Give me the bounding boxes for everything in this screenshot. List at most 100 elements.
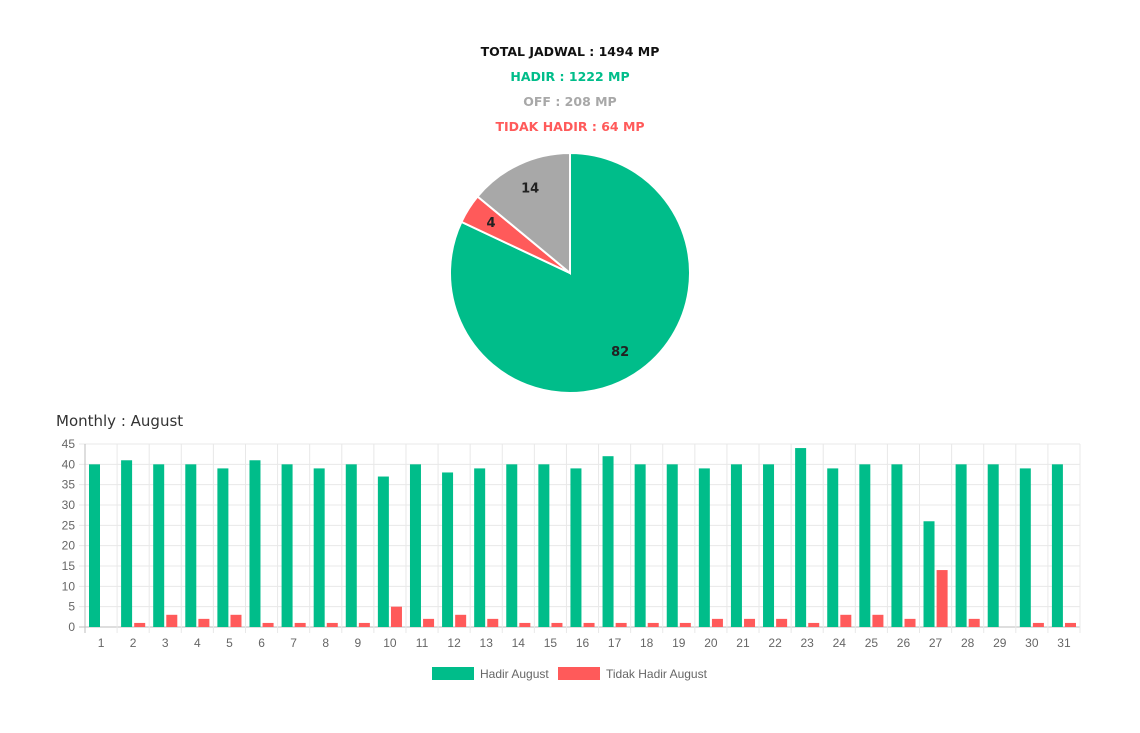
bar-tidak-hadir-11[interactable]	[423, 618, 435, 627]
bar-hadir-31[interactable]	[1051, 464, 1063, 627]
pie-slice-off[interactable]	[476, 151, 571, 276]
y-tick-label: 20	[62, 539, 76, 553]
x-tick-label: 21	[736, 636, 750, 650]
pie-slice-hadir[interactable]	[449, 151, 691, 394]
bar-hadir-5[interactable]	[217, 468, 229, 627]
x-tick-label: 8	[322, 636, 329, 650]
x-tick-label: 16	[576, 636, 590, 650]
bar-tidak-hadir-27[interactable]	[936, 570, 948, 627]
bar-hadir-9[interactable]	[345, 464, 357, 627]
x-tick-label: 22	[768, 636, 782, 650]
bar-tidak-hadir-8[interactable]	[326, 622, 338, 627]
tidak-hadir-label: TIDAK HADIR : 64 MP	[495, 119, 645, 134]
monthly-chart-title: Monthly : August	[56, 412, 184, 430]
bar-tidak-hadir-15[interactable]	[551, 622, 563, 627]
x-tick-label: 15	[544, 636, 558, 650]
legend-swatch-tidak-hadir[interactable]	[558, 667, 600, 680]
legend-label-hadir[interactable]: Hadir August	[480, 667, 549, 681]
bar-hadir-24[interactable]	[827, 468, 839, 627]
bar-tidak-hadir-26[interactable]	[904, 618, 916, 627]
x-tick-label: 25	[865, 636, 879, 650]
bar-hadir-20[interactable]	[698, 468, 710, 627]
bar-tidak-hadir-21[interactable]	[744, 618, 756, 627]
off-label: OFF : 208 MP	[523, 94, 617, 109]
bar-tidak-hadir-10[interactable]	[390, 606, 402, 627]
bar-hadir-23[interactable]	[795, 448, 807, 627]
bar-tidak-hadir-16[interactable]	[583, 622, 595, 627]
bar-hadir-7[interactable]	[281, 464, 293, 627]
bar-hadir-21[interactable]	[730, 464, 742, 627]
legend-swatch-hadir[interactable]	[432, 667, 474, 680]
bar-hadir-3[interactable]	[153, 464, 165, 627]
bar-hadir-11[interactable]	[409, 464, 421, 627]
bar-hadir-22[interactable]	[763, 464, 775, 627]
bar-hadir-28[interactable]	[955, 464, 967, 627]
y-tick-label: 30	[62, 498, 76, 512]
bar-hadir-14[interactable]	[506, 464, 518, 627]
bar-tidak-hadir-6[interactable]	[262, 622, 274, 627]
y-tick-label: 35	[62, 478, 76, 492]
bar-tidak-hadir-13[interactable]	[487, 618, 499, 627]
bar-hadir-26[interactable]	[891, 464, 903, 627]
legend-label-tidak-hadir[interactable]: Tidak Hadir August	[606, 667, 708, 681]
bar-hadir-18[interactable]	[634, 464, 646, 627]
bar-tidak-hadir-14[interactable]	[519, 622, 531, 627]
bar-tidak-hadir-30[interactable]	[1032, 622, 1044, 627]
y-tick-label: 0	[68, 620, 75, 634]
bar-tidak-hadir-3[interactable]	[166, 614, 178, 627]
x-tick-label: 11	[416, 636, 429, 650]
bar-tidak-hadir-22[interactable]	[776, 618, 788, 627]
bar-tidak-hadir-18[interactable]	[647, 622, 659, 627]
bar-tidak-hadir-12[interactable]	[455, 614, 467, 627]
bar-tidak-hadir-7[interactable]	[294, 622, 306, 627]
y-tick-label: 15	[62, 559, 76, 573]
bar-tidak-hadir-24[interactable]	[840, 614, 852, 627]
bar-tidak-hadir-28[interactable]	[968, 618, 980, 627]
x-tick-label: 9	[354, 636, 361, 650]
bar-hadir-6[interactable]	[249, 460, 261, 627]
hadir-label: HADIR : 1222 MP	[510, 69, 630, 84]
bar-hadir-17[interactable]	[602, 456, 614, 627]
bar-hadir-16[interactable]	[570, 468, 582, 627]
x-tick-label: 26	[897, 636, 911, 650]
bar-tidak-hadir-5[interactable]	[230, 614, 242, 627]
bar-hadir-12[interactable]	[442, 472, 454, 627]
x-tick-label: 2	[130, 636, 137, 650]
bar-hadir-4[interactable]	[185, 464, 197, 627]
x-tick-label: 7	[290, 636, 297, 650]
x-tick-label: 1	[98, 636, 105, 650]
pie-label-tidak_hadir: 4	[486, 216, 495, 231]
x-tick-label: 14	[512, 636, 526, 650]
bar-hadir-10[interactable]	[377, 476, 389, 627]
total-jadwal-label: TOTAL JADWAL : 1494 MP	[480, 44, 660, 59]
bar-hadir-27[interactable]	[923, 521, 935, 627]
bar-tidak-hadir-9[interactable]	[358, 622, 370, 627]
bar-tidak-hadir-2[interactable]	[134, 622, 146, 627]
bar-tidak-hadir-4[interactable]	[198, 618, 210, 627]
bar-hadir-13[interactable]	[474, 468, 486, 627]
bar-hadir-1[interactable]	[89, 464, 100, 627]
bar-hadir-29[interactable]	[987, 464, 999, 627]
y-tick-label: 10	[62, 579, 76, 593]
bar-hadir-8[interactable]	[313, 468, 325, 627]
y-tick-label: 25	[62, 518, 76, 532]
x-tick-label: 27	[929, 636, 943, 650]
bar-hadir-19[interactable]	[666, 464, 678, 627]
x-tick-label: 18	[640, 636, 654, 650]
y-tick-label: 5	[68, 600, 75, 614]
x-tick-label: 10	[383, 636, 397, 650]
bar-hadir-30[interactable]	[1019, 468, 1031, 627]
bar-tidak-hadir-23[interactable]	[808, 622, 820, 627]
bar-tidak-hadir-17[interactable]	[615, 622, 627, 627]
bar-hadir-15[interactable]	[538, 464, 550, 627]
bar-tidak-hadir-25[interactable]	[872, 614, 884, 627]
x-tick-label: 31	[1057, 636, 1071, 650]
bar-hadir-25[interactable]	[859, 464, 871, 627]
bar-tidak-hadir-31[interactable]	[1065, 622, 1076, 627]
x-tick-label: 20	[704, 636, 718, 650]
pie-label-hadir: 82	[611, 345, 629, 360]
bar-tidak-hadir-19[interactable]	[679, 622, 691, 627]
bar-tidak-hadir-20[interactable]	[711, 618, 723, 627]
bar-hadir-2[interactable]	[121, 460, 133, 627]
